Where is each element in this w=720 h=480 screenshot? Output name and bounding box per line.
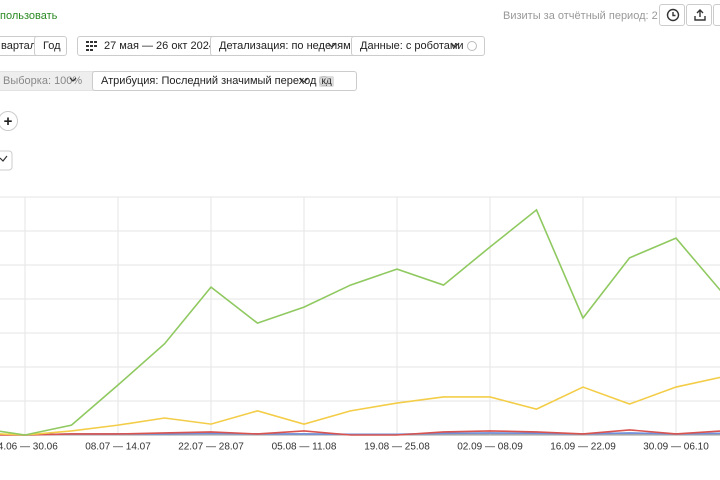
x-tick-label: 05.08 — 11.08	[272, 442, 337, 453]
attribution-badge: кд	[319, 76, 334, 87]
series-line	[0, 208, 720, 436]
series-line	[0, 376, 720, 436]
use-link[interactable]: пользовать	[0, 10, 58, 22]
export-button[interactable]	[686, 4, 712, 26]
calendar-icon	[86, 41, 97, 51]
more-button[interactable]	[713, 4, 720, 26]
period-year[interactable]: Год	[34, 36, 67, 56]
x-tick-label: 16.09 — 22.09	[550, 442, 616, 453]
date-range: 27 мая — 26 окт 2024	[104, 40, 215, 52]
attribution-select[interactable]: Атрибуция: Последний значимый переход кд	[92, 71, 357, 91]
x-tick-label: 19.08 — 25.08	[364, 442, 430, 453]
x-tick-label: 02.09 — 08.09	[457, 442, 523, 453]
attribution-label: Атрибуция: Последний значимый переход	[101, 75, 317, 87]
series-line	[0, 429, 720, 436]
x-tick-label: 24.06 — 30.06	[0, 442, 58, 453]
x-tick-label: 30.09 — 06.10	[643, 442, 709, 453]
data-label: Данные: с роботами	[360, 40, 464, 52]
detail-label: Детализация: по неделям	[219, 40, 351, 52]
date-picker[interactable]: 27 мая — 26 окт 2024	[77, 36, 224, 56]
x-tick-label: 08.07 — 14.07	[85, 442, 151, 453]
visits-total: Визиты за отчётный период: 2 143	[503, 10, 680, 22]
sample-select[interactable]: Выборка: 100%	[0, 71, 104, 91]
history-button[interactable]	[659, 4, 685, 26]
x-tick-label: 22.07 — 28.07	[178, 442, 244, 453]
sample-label: Выборка: 100%	[3, 75, 83, 87]
detail-select[interactable]: Детализация: по неделям	[210, 36, 372, 56]
data-select[interactable]: Данные: с роботами	[351, 36, 485, 56]
add-button[interactable]: +	[3, 113, 13, 130]
